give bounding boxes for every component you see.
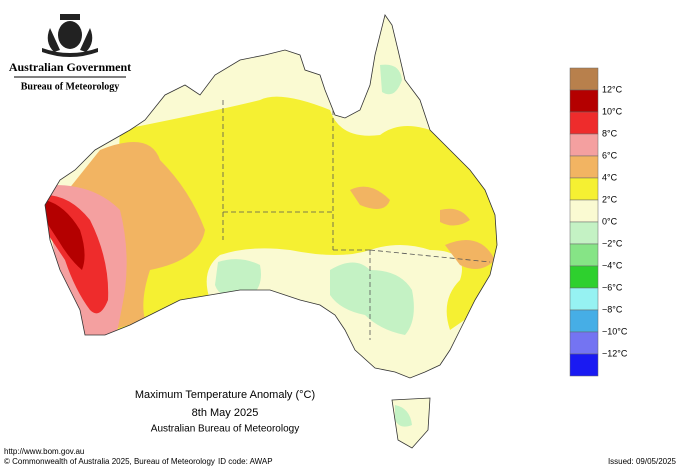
legend-swatch bbox=[569, 221, 599, 245]
legend-label: 2°C bbox=[602, 194, 618, 204]
map-source: Australian Bureau of Meteorology bbox=[151, 424, 299, 435]
legend-swatch bbox=[569, 67, 599, 91]
legend-label: 6°C bbox=[602, 150, 618, 160]
legend: 12°C 10°C 8°C 6°C 4°C 2°C 0°C −2°C −4°C −6°C −8°C −… bbox=[569, 67, 628, 377]
footer-id: ID code: AWAP bbox=[218, 457, 273, 466]
legend-label: −2°C bbox=[602, 238, 623, 248]
legend-label: 12°C bbox=[602, 84, 623, 94]
legend-label: −12°C bbox=[602, 348, 628, 358]
legend-label: 4°C bbox=[602, 172, 618, 182]
map-date: 8th May 2025 bbox=[192, 407, 259, 419]
legend-label: −8°C bbox=[602, 304, 623, 314]
legend-swatch bbox=[569, 89, 599, 113]
legend-swatch bbox=[569, 199, 599, 223]
legend-swatch bbox=[569, 243, 599, 267]
legend-swatch bbox=[569, 177, 599, 201]
government-name: Australian Government bbox=[9, 60, 131, 74]
legend-label: −6°C bbox=[602, 282, 623, 292]
legend-swatch bbox=[569, 331, 599, 355]
legend-label: 10°C bbox=[602, 106, 623, 116]
legend-swatch bbox=[569, 155, 599, 179]
legend-label: 8°C bbox=[602, 128, 618, 138]
map-title: Maximum Temperature Anomaly (°C) bbox=[135, 389, 315, 401]
legend-label: −10°C bbox=[602, 326, 628, 336]
legend-swatch bbox=[569, 265, 599, 289]
legend-swatch bbox=[569, 309, 599, 333]
emblem bbox=[42, 14, 98, 57]
state-borders bbox=[222, 100, 491, 340]
legend-swatch bbox=[569, 111, 599, 135]
legend-label: 0°C bbox=[602, 216, 618, 226]
agency-name: Bureau of Meteorology bbox=[21, 81, 120, 92]
legend-swatch bbox=[569, 133, 599, 157]
legend-swatch bbox=[569, 353, 599, 377]
footer-url: http://www.bom.gov.au bbox=[4, 447, 84, 456]
legend-swatch bbox=[569, 287, 599, 311]
footer-copyright: © Commonwealth of Australia 2025, Bureau… bbox=[4, 457, 215, 466]
legend-label: −4°C bbox=[602, 260, 623, 270]
footer-issued: Issued: 09/05/2025 bbox=[608, 457, 677, 466]
